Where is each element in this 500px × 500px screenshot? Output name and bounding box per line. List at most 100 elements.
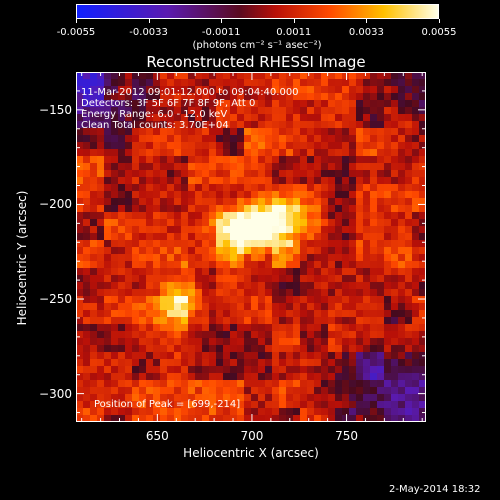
image-pixel bbox=[370, 296, 378, 304]
image-pixel bbox=[90, 338, 98, 346]
image-pixel bbox=[174, 310, 182, 318]
image-pixel bbox=[167, 149, 175, 157]
image-pixel bbox=[405, 233, 413, 241]
image-pixel bbox=[412, 359, 420, 367]
image-pixel bbox=[139, 121, 147, 129]
image-pixel bbox=[244, 352, 252, 360]
image-pixel bbox=[195, 72, 203, 80]
image-pixel bbox=[419, 296, 426, 304]
image-pixel bbox=[209, 177, 217, 185]
image-pixel bbox=[370, 380, 378, 388]
image-pixel bbox=[209, 415, 217, 422]
image-pixel bbox=[237, 219, 245, 227]
image-pixel bbox=[335, 212, 343, 220]
image-pixel bbox=[279, 142, 287, 150]
image-pixel bbox=[251, 310, 259, 318]
image-pixel bbox=[160, 135, 168, 143]
image-pixel bbox=[174, 163, 182, 171]
image-pixel bbox=[216, 226, 224, 234]
image-pixel bbox=[188, 121, 196, 129]
image-pixel bbox=[279, 107, 287, 115]
image-pixel bbox=[279, 324, 287, 332]
image-pixel bbox=[398, 205, 406, 213]
image-pixel bbox=[265, 93, 273, 101]
image-pixel bbox=[209, 324, 217, 332]
image-pixel bbox=[398, 254, 406, 262]
image-pixel bbox=[286, 408, 294, 416]
image-pixel bbox=[349, 142, 357, 150]
image-pixel bbox=[174, 275, 182, 283]
image-pixel bbox=[391, 331, 399, 339]
image-pixel bbox=[188, 198, 196, 206]
image-pixel bbox=[307, 345, 315, 353]
image-pixel bbox=[76, 303, 84, 311]
image-pixel bbox=[398, 177, 406, 185]
image-pixel bbox=[293, 163, 301, 171]
image-pixel bbox=[139, 268, 147, 276]
image-pixel bbox=[279, 331, 287, 339]
image-pixel bbox=[209, 261, 217, 269]
image-pixel bbox=[174, 107, 182, 115]
image-pixel bbox=[349, 121, 357, 129]
image-pixel bbox=[230, 72, 238, 80]
image-pixel bbox=[202, 380, 210, 388]
image-pixel bbox=[293, 324, 301, 332]
image-pixel bbox=[111, 100, 119, 108]
image-pixel bbox=[181, 268, 189, 276]
image-pixel bbox=[216, 86, 224, 94]
image-pixel bbox=[209, 408, 217, 416]
image-pixel bbox=[146, 268, 154, 276]
image-pixel bbox=[90, 240, 98, 248]
image-pixel bbox=[160, 366, 168, 374]
image-pixel bbox=[370, 212, 378, 220]
image-pixel bbox=[384, 93, 392, 101]
image-pixel bbox=[286, 177, 294, 185]
image-pixel bbox=[181, 359, 189, 367]
image-pixel bbox=[265, 380, 273, 388]
image-pixel bbox=[111, 275, 119, 283]
image-pixel bbox=[286, 149, 294, 157]
image-pixel bbox=[398, 72, 406, 80]
image-pixel bbox=[398, 212, 406, 220]
image-pixel bbox=[377, 331, 385, 339]
image-pixel bbox=[412, 415, 420, 422]
image-pixel bbox=[279, 212, 287, 220]
image-pixel bbox=[230, 226, 238, 234]
image-pixel bbox=[293, 212, 301, 220]
image-pixel bbox=[300, 219, 308, 227]
image-pixel bbox=[251, 352, 259, 360]
image-pixel bbox=[258, 86, 266, 94]
image-pixel bbox=[174, 198, 182, 206]
image-pixel bbox=[230, 352, 238, 360]
image-pixel bbox=[307, 205, 315, 213]
image-pixel bbox=[188, 142, 196, 150]
image-pixel bbox=[188, 247, 196, 255]
image-pixel bbox=[419, 275, 426, 283]
image-pixel bbox=[104, 233, 112, 241]
image-pixel bbox=[391, 289, 399, 297]
image-pixel bbox=[237, 303, 245, 311]
image-pixel bbox=[363, 240, 371, 248]
image-pixel bbox=[370, 408, 378, 416]
image-pixel bbox=[328, 142, 336, 150]
image-pixel bbox=[405, 79, 413, 87]
image-pixel bbox=[342, 331, 350, 339]
image-pixel bbox=[97, 142, 105, 150]
image-pixel bbox=[412, 121, 420, 129]
image-pixel bbox=[251, 303, 259, 311]
image-pixel bbox=[272, 338, 280, 346]
image-pixel bbox=[244, 128, 252, 136]
image-pixel bbox=[398, 100, 406, 108]
image-pixel bbox=[139, 324, 147, 332]
image-pixel bbox=[398, 121, 406, 129]
image-pixel bbox=[349, 219, 357, 227]
image-pixel bbox=[76, 289, 84, 297]
image-pixel bbox=[216, 142, 224, 150]
image-pixel bbox=[314, 282, 322, 290]
image-pixel bbox=[244, 268, 252, 276]
image-pixel bbox=[202, 289, 210, 297]
image-pixel bbox=[314, 107, 322, 115]
image-pixel bbox=[258, 219, 266, 227]
image-pixel bbox=[244, 359, 252, 367]
image-pixel bbox=[293, 198, 301, 206]
